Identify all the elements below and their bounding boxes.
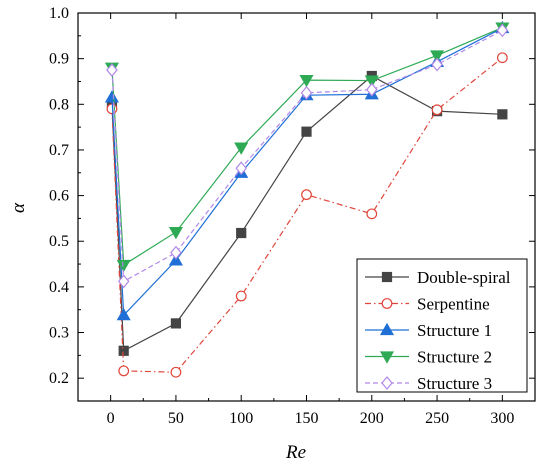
legend-marker-structure-2 [379,351,395,364]
legend-label-double-spiral: Double-spiral [417,268,511,287]
data-point-structure-2 [364,75,379,88]
series-line-double-spiral [111,75,503,352]
x-tick-label: 300 [490,410,514,427]
series-line-structure-3 [111,29,503,283]
legend-marker-structure-1 [379,322,395,336]
legend-label-structure-3: Structure 3 [417,374,492,393]
data-point-serpentine [431,104,443,116]
series-line-structure-2 [111,27,503,267]
y-axis: 0.2 0.3 0.4 0.5 0.6 0.7 0.8 0.9 1.0 [49,5,535,387]
data-point-structure-3 [170,245,182,260]
data-point-double-spiral [497,109,508,120]
data-point-structure-2 [234,142,249,155]
x-tick-label: 200 [360,410,384,427]
data-point-structure-2 [299,75,314,88]
data-point-structure-1 [116,307,131,321]
data-point-structure-3 [117,274,130,289]
data-point-structure-1 [104,90,119,103]
data-point-double-spiral [170,318,182,329]
x-tick-label: 250 [425,410,449,427]
data-point-structure-3 [235,161,247,176]
y-tick-label: 0.2 [49,370,69,387]
data-point-serpentine [496,52,508,64]
data-point-structure-2 [116,259,131,273]
data-point-structure-3 [366,82,378,97]
data-point-double-spiral [118,345,129,356]
legend: Double-spiral Serpentine Structure 1 Struct… [356,258,528,393]
data-point-serpentine [366,208,378,220]
data-point-serpentine [235,290,247,302]
x-axis: 0 50 100 150 200 250 300 [107,13,514,427]
legend-label-serpentine: Serpentine [417,295,490,314]
y-tick-label: 1.0 [49,5,69,22]
y-tick-label: 0.3 [49,325,69,342]
series-structure-3 [106,23,509,289]
x-axis-title: Re [285,442,306,463]
data-point-serpentine [170,366,182,378]
y-tick-label: 0.6 [49,188,69,205]
x-tick-label: 50 [168,410,184,427]
data-point-serpentine [118,365,130,377]
y-tick-label: 0.8 [49,96,69,113]
data-point-structure-1 [168,253,183,266]
y-axis-title: α [8,202,29,213]
legend-marker-structure-3 [381,376,393,390]
data-point-structure-3 [431,57,443,72]
data-point-structure-3 [300,85,313,100]
legend-label-structure-1: Structure 1 [417,321,492,340]
series-line-serpentine [111,57,503,373]
data-point-double-spiral [236,227,247,239]
data-point-structure-2 [430,50,445,63]
data-point-serpentine [301,189,312,201]
series-line-structure-1 [111,27,503,317]
series-structure-2 [104,22,510,273]
x-tick-label: 0 [107,410,115,427]
data-point-structure-3 [496,23,509,38]
y-tick-label: 0.4 [49,279,69,296]
series-serpentine [106,52,508,378]
data-point-structure-2 [168,227,183,240]
legend-marker-serpentine [381,298,393,309]
y-tick-label: 0.9 [49,51,69,68]
x-tick-label: 100 [229,410,253,427]
legend-marker-double-spiral [381,271,393,283]
data-point-structure-3 [106,63,118,77]
x-tick-label: 150 [295,410,319,427]
legend-label-structure-2: Structure 2 [417,348,492,367]
series-layer [104,20,510,378]
data-point-double-spiral [301,126,312,137]
y-tick-label: 0.7 [49,142,69,159]
y-tick-label: 0.5 [49,233,69,250]
